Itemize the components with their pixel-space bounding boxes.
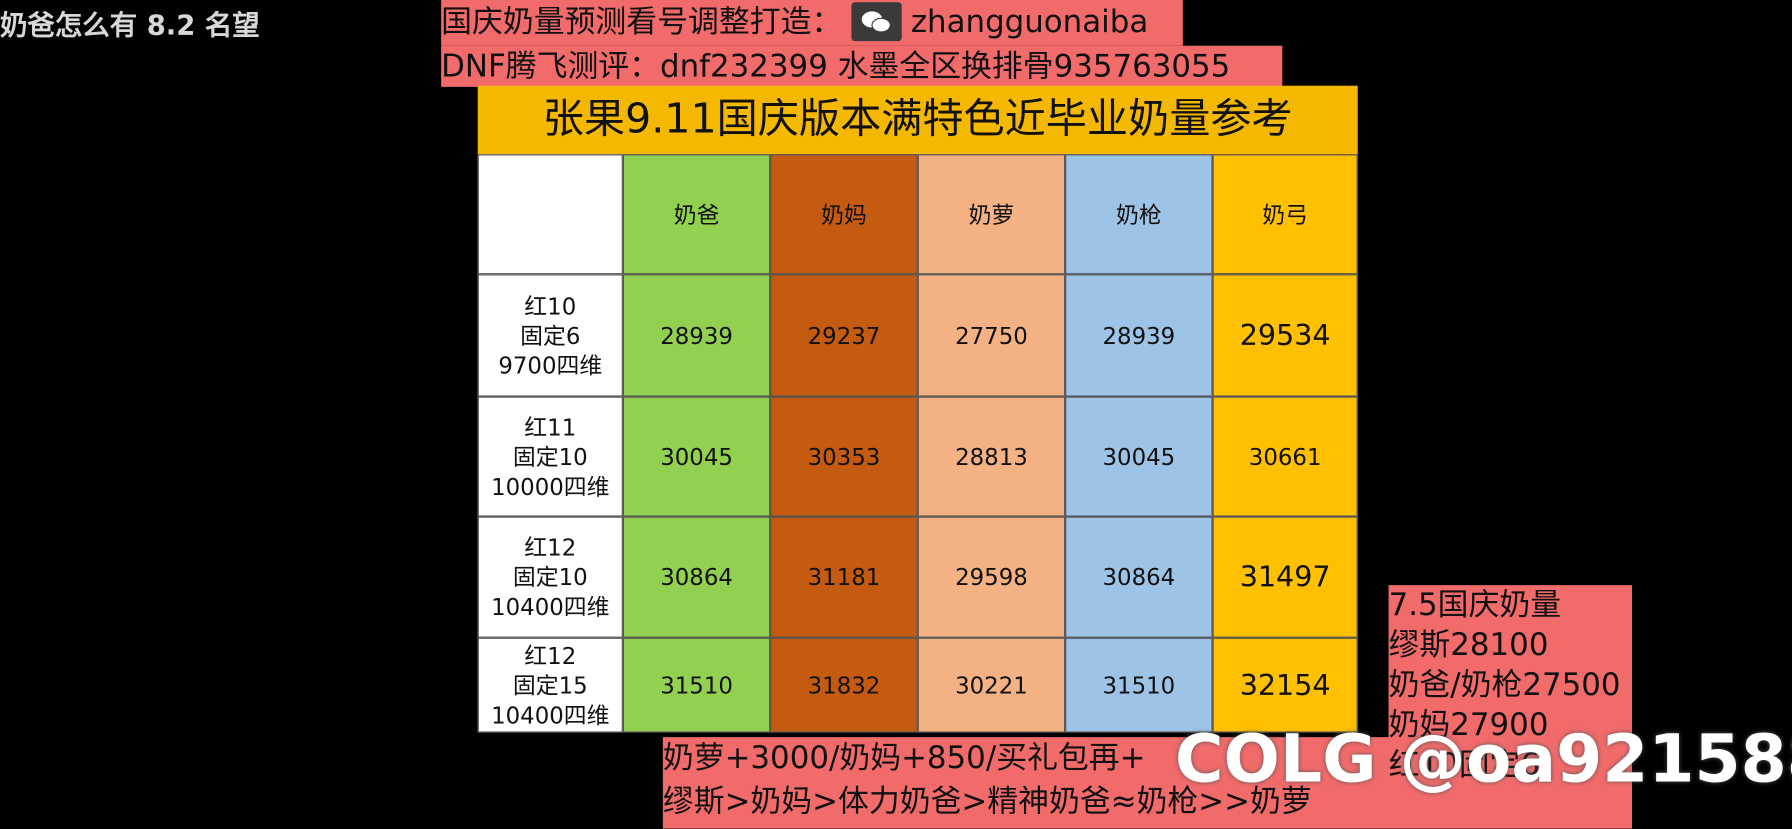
note-line: 奶萝+3000/奶妈+850/买礼包再+	[662, 740, 1146, 776]
column-header: 奶萝	[917, 154, 1066, 275]
note-line: 缪斯>奶妈>体力奶爸>精神奶爸≈奶枪>>奶萝	[662, 783, 1312, 820]
row-label: 红12 固定10 10400四维	[477, 516, 623, 638]
overlay-text: 奶爸怎么有 8.2 名望	[0, 9, 260, 42]
value-cell: 30221	[917, 637, 1066, 733]
value-cell: 29237	[770, 274, 918, 397]
value-cell: 31181	[770, 516, 918, 638]
row-label-line: 红10	[524, 291, 577, 320]
value-cell: 31510	[1065, 637, 1213, 733]
column-header: 奶枪	[1065, 154, 1213, 275]
value-cell: 32154	[1212, 637, 1358, 733]
column-header: 奶弓	[1212, 154, 1358, 275]
row-label: 红11 固定10 10000四维	[477, 396, 623, 517]
value-cell: 28939	[1065, 274, 1213, 397]
table-title: 张果9.11国庆版本满特色近毕业奶量参考	[477, 85, 1358, 155]
banner-text: 国庆奶量预测看号调整打造：	[441, 4, 843, 40]
side-line: 7.5国庆奶量	[1388, 587, 1562, 623]
wechat-icon	[851, 1, 902, 41]
side-line: 奶妈27900	[1388, 707, 1549, 743]
value-cell: 30045	[1065, 396, 1213, 517]
notes: 奶萝+3000/奶妈+850/买礼包再+ 缪斯>奶妈>体力奶爸>精神奶爸≈奶枪>>…	[662, 737, 1390, 829]
column-header: 奶爸	[622, 154, 771, 275]
row-label-line: 红12	[524, 641, 577, 670]
watermark: COLG @oa9215880	[1174, 719, 1792, 798]
value-cell: 31832	[770, 637, 918, 733]
side-line: 缪斯28100	[1388, 627, 1549, 663]
row-label-line: 固定6	[520, 321, 581, 350]
side-box: 7.5国庆奶量 缪斯28100 奶爸/奶枪27500 奶妈27900 红10固定6	[1388, 585, 1632, 829]
value-cell: 27750	[917, 274, 1066, 397]
value-cell: 28813	[917, 396, 1066, 517]
column-header: 奶妈	[770, 154, 918, 275]
row-label-line: 10000四维	[491, 472, 610, 500]
row-label-line: 固定10	[512, 442, 588, 471]
value-cell: 29598	[917, 516, 1066, 638]
row-label: 红10 固定6 9700四维	[477, 274, 623, 397]
row-label: 红12 固定15 10400四维	[477, 637, 623, 733]
row-label-line: 固定15	[512, 671, 588, 699]
row-label-line: 9700四维	[498, 351, 603, 379]
value-cell: 31497	[1212, 516, 1358, 638]
banner: DNF腾飞测评：dnf232399 水墨全区换排骨935763055	[441, 45, 1283, 87]
value-cell: 30045	[622, 396, 771, 517]
value-cell: 31510	[622, 637, 771, 733]
table: 张果9.11国庆版本满特色近毕业奶量参考 奶爸 奶妈 奶萝 奶枪 奶弓红10 固定6 970…	[477, 85, 1358, 733]
value-cell: 29534	[1212, 274, 1358, 397]
side-line: 奶爸/奶枪27500	[1388, 667, 1621, 703]
row-label-line: 红11	[524, 413, 577, 441]
row-label-line: 固定10	[512, 563, 588, 591]
row-label-line: 红12	[524, 533, 577, 562]
value-cell: 30864	[1065, 516, 1213, 638]
row-label-line: 10400四维	[491, 701, 610, 729]
banner-text: zhangguonaiba	[910, 4, 1149, 40]
value-cell: 30353	[770, 396, 918, 517]
value-cell: 30864	[622, 516, 771, 638]
side-line: 红10固定6	[1388, 747, 1541, 783]
banner: 国庆奶量预测看号调整打造： zhangguonaiba	[441, 0, 1183, 46]
value-cell: 28939	[622, 274, 771, 397]
row-label-line: 10400四维	[491, 593, 610, 621]
header-cell	[477, 154, 623, 275]
value-cell: 30661	[1212, 396, 1358, 517]
icon	[861, 10, 891, 32]
